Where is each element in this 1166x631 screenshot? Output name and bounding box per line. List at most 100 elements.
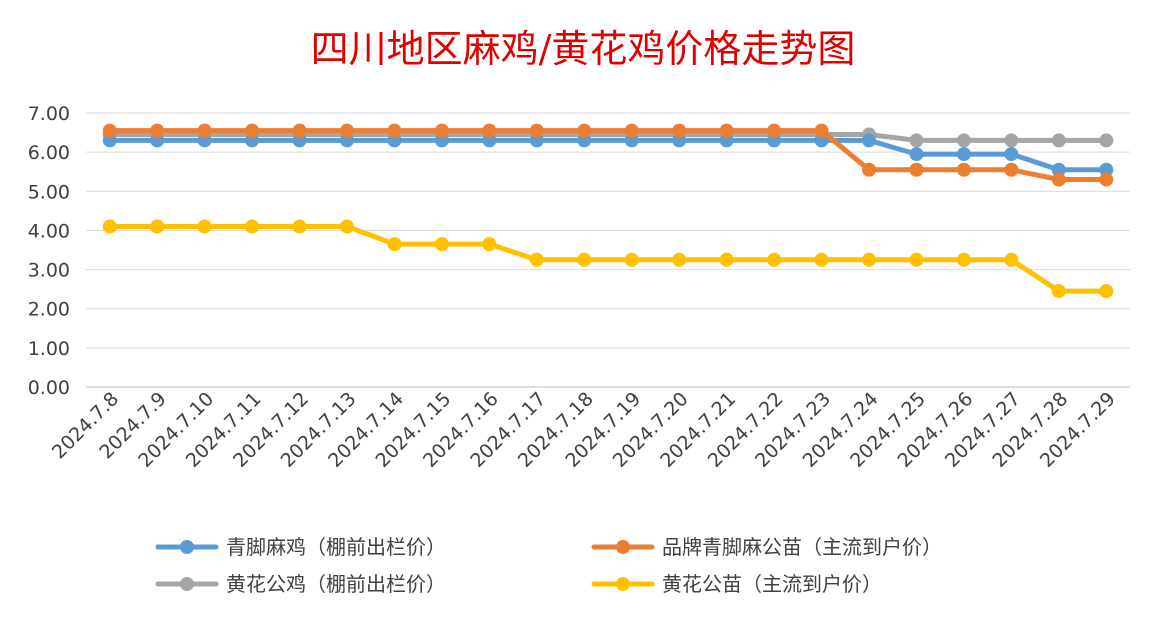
y-tick-label: 2.00 <box>28 299 70 321</box>
data-point <box>102 133 117 148</box>
data-point <box>434 123 449 138</box>
data-point <box>150 219 165 234</box>
legend: 青脚麻鸡（棚前出栏价） 品牌青脚麻公苗（主流到户价） 黄花公鸡（棚前出栏价） 黄花公苗… <box>155 535 942 596</box>
data-point <box>767 123 782 138</box>
data-point <box>767 252 782 267</box>
data-point <box>102 123 117 138</box>
data-point <box>862 133 876 148</box>
data-point <box>245 133 260 148</box>
y-tick-label: 5.00 <box>28 181 70 203</box>
data-point <box>197 219 212 234</box>
data-point <box>1004 147 1019 162</box>
data-point <box>482 237 497 252</box>
data-point <box>1051 133 1066 148</box>
data-point <box>434 133 449 148</box>
data-point <box>672 133 687 148</box>
grid-layer <box>86 112 1130 388</box>
data-point <box>909 133 924 148</box>
data-point <box>577 252 592 267</box>
data-point <box>672 252 687 267</box>
legend-swatch-marker <box>180 577 194 591</box>
data-point <box>719 133 734 148</box>
data-point <box>482 123 497 138</box>
data-point <box>292 133 307 148</box>
data-point <box>245 219 260 234</box>
data-point <box>672 123 687 138</box>
data-point <box>150 123 165 138</box>
legend-label: 黄花公苗（主流到户价） <box>662 572 882 596</box>
y-tick-label: 0.00 <box>28 377 70 399</box>
data-point <box>387 237 402 252</box>
data-point <box>1051 172 1066 187</box>
series-line <box>107 128 1109 182</box>
series-line <box>107 132 1109 143</box>
y-tick-label: 4.00 <box>28 220 70 242</box>
series-line <box>107 224 1109 294</box>
data-point <box>624 133 639 148</box>
y-tick-label: 1.00 <box>28 338 70 360</box>
data-point <box>956 252 971 267</box>
data-point <box>862 252 876 267</box>
data-point <box>245 123 260 138</box>
data-point <box>1051 284 1066 299</box>
data-point <box>434 237 449 252</box>
data-point <box>150 133 165 148</box>
legend-label: 黄花公鸡（棚前出栏价） <box>226 572 446 596</box>
data-point <box>862 162 876 177</box>
legend-swatch-marker <box>180 540 194 554</box>
data-point <box>956 147 971 162</box>
legend-label: 青脚麻鸡（棚前出栏价） <box>226 535 446 559</box>
legend-swatch-marker <box>616 577 630 591</box>
data-point <box>482 133 497 148</box>
data-point <box>719 123 734 138</box>
y-tick-label: 7.00 <box>28 103 70 125</box>
data-point <box>1004 162 1019 177</box>
data-point <box>340 123 354 138</box>
series-layer <box>102 123 1114 299</box>
legend-item-3: 黄花公苗（主流到户价） <box>591 572 882 596</box>
data-point <box>1099 172 1114 187</box>
chart-title: 四川地区麻鸡/黄花鸡价格走势图 <box>311 27 856 71</box>
data-point <box>1099 162 1114 177</box>
data-point <box>719 252 734 267</box>
legend-item-1: 品牌青脚麻公苗（主流到户价） <box>591 535 942 559</box>
series-line <box>107 137 1109 173</box>
data-point <box>529 133 544 148</box>
data-point <box>909 147 924 162</box>
data-point <box>1004 133 1019 148</box>
series-3 <box>102 219 1114 299</box>
data-point <box>1099 284 1114 299</box>
data-point <box>387 133 402 148</box>
legend-swatch-marker <box>616 540 630 554</box>
data-point <box>577 123 592 138</box>
data-point <box>814 133 829 148</box>
data-point <box>529 123 544 138</box>
legend-item-2: 黄花公鸡（棚前出栏价） <box>155 572 446 596</box>
data-point <box>956 133 971 148</box>
data-point <box>292 219 307 234</box>
data-point <box>529 252 544 267</box>
data-point <box>577 133 592 148</box>
data-point <box>767 133 782 148</box>
data-point <box>624 252 639 267</box>
data-point <box>197 133 212 148</box>
y-tick-label: 3.00 <box>28 260 70 282</box>
legend-label: 品牌青脚麻公苗（主流到户价） <box>662 535 942 559</box>
data-point <box>814 252 829 267</box>
y-axis: 0.00 1.00 2.00 3.00 4.00 5.00 6.00 7.00 <box>28 103 70 399</box>
series-1 <box>102 123 1114 187</box>
data-point <box>387 123 402 138</box>
data-point <box>340 219 354 234</box>
data-point <box>197 123 212 138</box>
data-point <box>1051 162 1066 177</box>
data-point <box>909 252 924 267</box>
data-point <box>340 133 354 148</box>
data-point <box>1099 133 1114 148</box>
data-point <box>956 162 971 177</box>
data-point <box>624 123 639 138</box>
data-point <box>1004 252 1019 267</box>
y-tick-label: 6.00 <box>28 142 70 164</box>
